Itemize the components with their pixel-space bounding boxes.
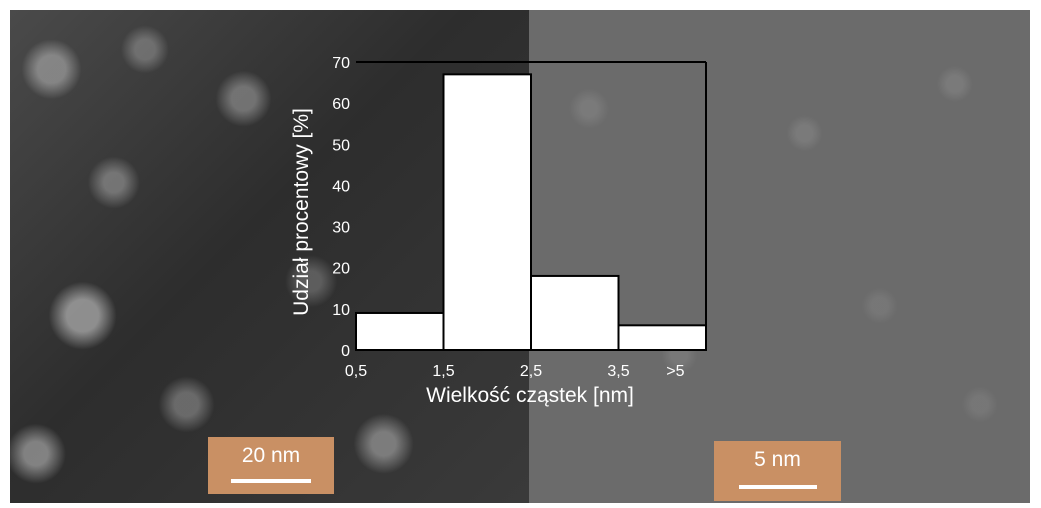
bar bbox=[442, 73, 532, 351]
x-axis-title: Wielkość cząstek [nm] bbox=[426, 384, 634, 407]
y-tick-label: 40 bbox=[332, 178, 350, 195]
scale-bar-line bbox=[231, 479, 311, 483]
bar bbox=[530, 274, 620, 352]
y-tick-label: 70 bbox=[332, 55, 350, 72]
x-tick-label: 1,5 bbox=[432, 363, 454, 380]
scale-bar-label: 20 nm bbox=[241, 444, 301, 467]
x-tick-label: 2,5 bbox=[520, 363, 542, 380]
y-axis-title: Udział procentowy [%] bbox=[290, 108, 313, 316]
bar bbox=[617, 324, 707, 352]
scale-bar-5nm: 5 nm bbox=[714, 441, 841, 501]
x-tick-label: >5 bbox=[666, 363, 684, 380]
y-tick-label: 30 bbox=[332, 220, 350, 237]
y-tick-label: 10 bbox=[332, 302, 350, 319]
y-tick-label: 50 bbox=[332, 137, 350, 154]
y-tick-label: 0 bbox=[341, 343, 350, 360]
y-tick-label: 60 bbox=[332, 96, 350, 113]
x-tick-label: 3,5 bbox=[607, 363, 629, 380]
scale-bar-20nm: 20 nm bbox=[208, 437, 334, 494]
scale-bar-label: 5 nm bbox=[754, 448, 801, 471]
scale-bar-line bbox=[738, 485, 817, 489]
x-tick-label: 0,5 bbox=[345, 363, 367, 380]
tem-micrograph-5nm bbox=[529, 10, 1030, 503]
y-tick-label: 20 bbox=[332, 261, 350, 278]
bar bbox=[355, 311, 445, 352]
